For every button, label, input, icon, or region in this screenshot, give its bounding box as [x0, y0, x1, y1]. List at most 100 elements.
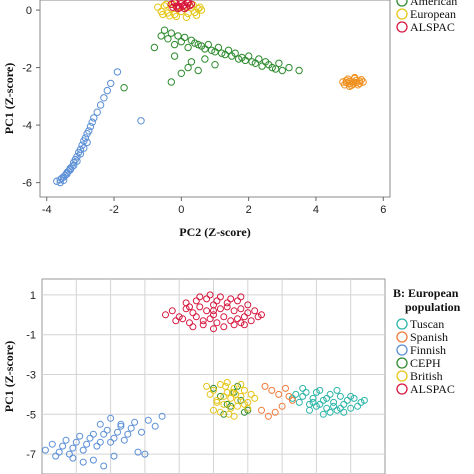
data-point: [192, 313, 200, 321]
data-point: [230, 321, 238, 329]
data-point: [158, 412, 166, 420]
data-point: [81, 134, 90, 142]
data-point: [79, 446, 87, 454]
data-point: [62, 436, 70, 444]
legend-marker: [396, 21, 408, 33]
data-point: [220, 400, 228, 408]
data-point: [210, 325, 217, 333]
data-point: [251, 394, 259, 402]
data-point: [117, 422, 125, 430]
data-point: [240, 313, 248, 321]
legend-label: American: [410, 0, 457, 8]
data-point: [213, 297, 221, 305]
data-point: [247, 317, 255, 325]
data-point: [223, 400, 231, 408]
data-point: [223, 379, 231, 386]
data-point: [196, 293, 204, 301]
data-point: [55, 448, 63, 456]
data-point: [227, 402, 235, 410]
data-point: [85, 127, 93, 135]
legend-label: ALSPAC: [410, 20, 455, 34]
data-point: [182, 299, 190, 307]
data-point: [72, 438, 80, 446]
data-point: [181, 4, 189, 13]
data-point: [231, 49, 239, 57]
data-point: [255, 55, 263, 63]
data-point: [199, 321, 207, 329]
data-point: [333, 406, 341, 414]
data-point: [134, 448, 142, 456]
data-point: [83, 138, 91, 147]
data-point: [52, 452, 60, 460]
data-point: [192, 297, 200, 305]
plot-frame: [39, 0, 391, 198]
x-axis-label: PC2 (Z-score): [179, 225, 250, 239]
data-point: [214, 43, 223, 52]
data-point: [210, 386, 217, 394]
data-point: [244, 404, 252, 412]
data-point: [189, 309, 197, 317]
data-point: [170, 40, 179, 49]
data-point: [207, 46, 216, 54]
data-point: [107, 438, 115, 446]
data-point: [144, 416, 152, 424]
legend-marker: [396, 0, 408, 7]
data-point: [316, 400, 324, 408]
data-point: [330, 398, 338, 406]
data-point: [356, 77, 364, 85]
data-point: [230, 307, 238, 315]
data-point: [271, 408, 279, 416]
legend-label: European: [410, 7, 456, 21]
legend-marker: [396, 8, 408, 20]
data-point: [285, 63, 293, 72]
data-point: [96, 101, 105, 109]
data-point: [124, 430, 132, 438]
data-point: [223, 299, 231, 307]
panel-a: -4 -2 0 2 4 6 0 -2 -4 -6 PC2 (Z-score) PC1 (Z-score…: [2, 0, 457, 239]
legend-title-line: population: [405, 300, 461, 314]
data-point: [151, 422, 159, 430]
data-point: [234, 382, 241, 390]
data-point: [48, 440, 56, 448]
data-point: [354, 81, 362, 89]
y-tick-label: -7: [26, 449, 36, 461]
data-point: [89, 430, 97, 438]
data-point: [80, 144, 88, 152]
data-point: [326, 390, 334, 398]
data-point: [110, 452, 118, 460]
y-tick-label: -2: [22, 63, 32, 75]
data-point: [237, 305, 245, 313]
data-point: [210, 307, 217, 315]
data-point: [186, 319, 193, 327]
legend-title: B: European population: [393, 286, 461, 314]
data-point: [103, 86, 112, 95]
data-point: [336, 404, 344, 412]
data-point: [203, 295, 211, 303]
data-point: [319, 410, 327, 418]
data-point: [107, 414, 115, 422]
data-point: [170, 52, 179, 60]
data-point: [93, 108, 101, 116]
data-point: [357, 398, 365, 406]
data-point: [227, 317, 235, 325]
data-point: [220, 410, 228, 418]
data-point: [100, 462, 108, 470]
legend-label: Tuscan: [410, 317, 444, 331]
data-point: [309, 394, 317, 402]
legend-label: Finnish: [410, 343, 446, 357]
data-point: [345, 82, 354, 91]
data-point: [204, 40, 213, 49]
data-point: [340, 400, 348, 408]
data-point: [184, 43, 192, 52]
data-point: [206, 291, 214, 299]
data-point: [350, 394, 358, 402]
data-point: [100, 430, 108, 438]
data-point: [182, 13, 191, 21]
data-point: [120, 84, 128, 92]
data-point: [69, 454, 77, 462]
data-point: [167, 78, 176, 86]
data-point: [164, 35, 172, 43]
data-point: [211, 60, 219, 69]
data-point: [352, 78, 360, 87]
data-point: [220, 323, 228, 331]
